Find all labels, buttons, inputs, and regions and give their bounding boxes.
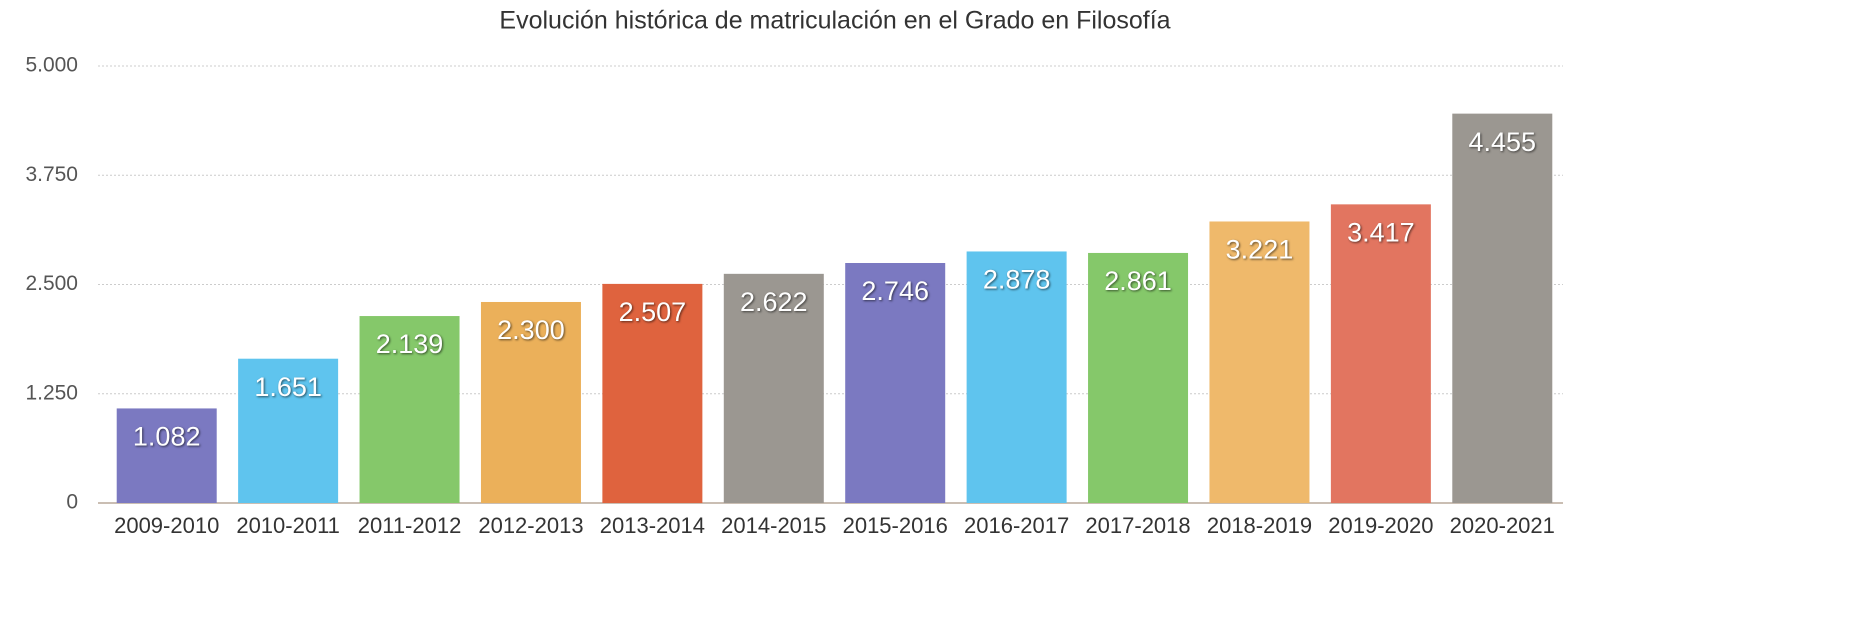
value-label: 4.455 bbox=[1469, 127, 1537, 157]
x-tick-label: 2010-2011 bbox=[236, 513, 340, 538]
bar bbox=[1452, 113, 1553, 504]
bar bbox=[966, 251, 1067, 503]
bar bbox=[359, 316, 460, 503]
x-tick-label: 2013-2014 bbox=[600, 513, 705, 538]
x-tick-label: 2012-2013 bbox=[478, 513, 583, 538]
y-tick-label: 1.250 bbox=[25, 381, 78, 404]
value-label: 2.746 bbox=[861, 276, 929, 306]
value-label: 1.082 bbox=[133, 422, 201, 452]
bar bbox=[480, 301, 581, 503]
chart-title: Evolución histórica de matriculación en … bbox=[499, 7, 1170, 35]
x-tick-label: 2016-2017 bbox=[964, 513, 1069, 538]
x-tick-label: 2015-2016 bbox=[843, 513, 948, 538]
y-tick-label: 3.750 bbox=[25, 163, 78, 186]
bar bbox=[723, 273, 824, 503]
bar bbox=[1088, 252, 1189, 503]
value-label: 2.622 bbox=[740, 287, 808, 317]
y-tick-label: 0 bbox=[66, 491, 78, 514]
bar bbox=[845, 262, 946, 503]
x-tick-label: 2018-2019 bbox=[1207, 513, 1312, 538]
x-tick-label: 2019-2020 bbox=[1328, 513, 1433, 538]
value-label: 2.507 bbox=[619, 297, 687, 327]
value-label: 3.417 bbox=[1347, 217, 1415, 247]
y-tick-label: 5.000 bbox=[25, 54, 78, 77]
x-tick-label: 2017-2018 bbox=[1085, 513, 1190, 538]
value-label: 2.300 bbox=[497, 315, 565, 345]
y-tick-label: 2.500 bbox=[25, 272, 78, 295]
x-tick-label: 2009-2010 bbox=[114, 513, 219, 538]
x-tick-label: 2014-2015 bbox=[721, 513, 826, 538]
bar bbox=[116, 408, 217, 503]
x-tick-label: 2020-2021 bbox=[1450, 513, 1555, 538]
bar bbox=[238, 358, 339, 503]
value-label: 2.139 bbox=[376, 329, 444, 359]
value-label: 2.878 bbox=[983, 265, 1051, 295]
bar bbox=[1209, 221, 1310, 503]
x-tick-label: 2011-2012 bbox=[358, 513, 462, 538]
value-label: 3.221 bbox=[1226, 235, 1294, 265]
value-label: 1.651 bbox=[254, 372, 322, 402]
bar bbox=[1330, 204, 1431, 504]
value-label: 2.861 bbox=[1104, 266, 1172, 296]
bar bbox=[602, 283, 703, 503]
